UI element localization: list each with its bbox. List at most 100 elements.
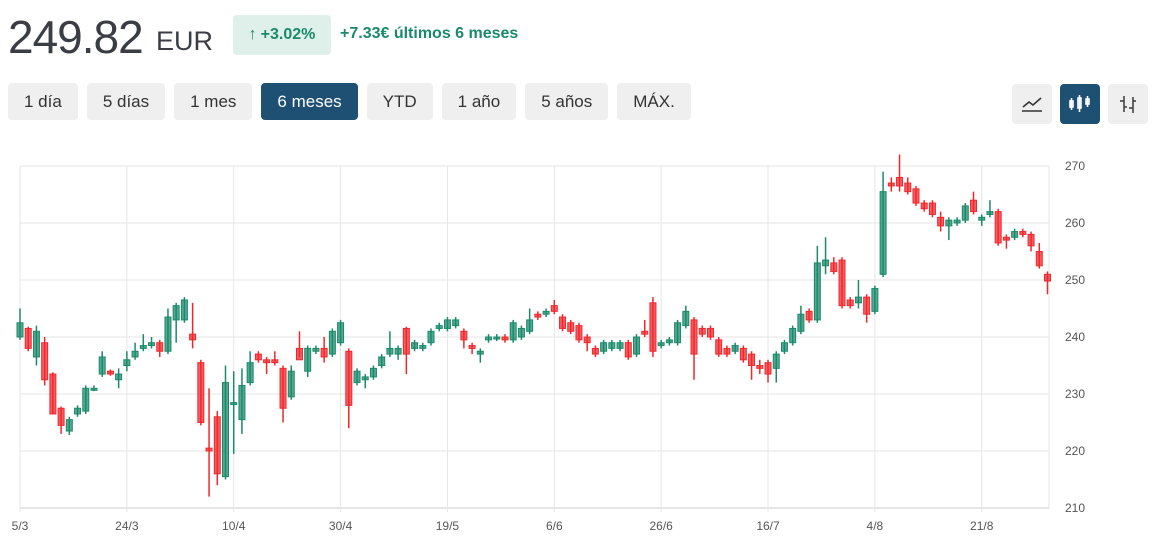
candle-body bbox=[789, 327, 797, 344]
candle-body bbox=[115, 373, 123, 381]
candle-body bbox=[485, 336, 493, 341]
candle-body bbox=[863, 296, 871, 315]
candle-body bbox=[476, 350, 484, 355]
candle-up bbox=[879, 171, 887, 278]
candle-body bbox=[550, 305, 558, 312]
candle-body bbox=[172, 305, 180, 321]
candle-up bbox=[616, 339, 624, 352]
candle-up bbox=[361, 374, 369, 389]
candle-up bbox=[945, 217, 953, 241]
candle-body bbox=[904, 182, 912, 193]
candle-down bbox=[1002, 234, 1010, 249]
candle-body bbox=[994, 211, 1002, 244]
candle-up bbox=[772, 351, 780, 383]
candle-body bbox=[468, 345, 476, 349]
candle-down bbox=[690, 317, 698, 380]
candle-up bbox=[427, 328, 435, 346]
candle-body bbox=[493, 336, 501, 340]
candle-body bbox=[361, 376, 369, 381]
candle-up bbox=[600, 339, 608, 355]
candle-up bbox=[98, 351, 106, 377]
line-chart-button[interactable] bbox=[1012, 84, 1052, 124]
y-tick-label: 260 bbox=[1065, 216, 1085, 230]
range-1-day-button[interactable]: 1 día bbox=[8, 83, 78, 120]
candle-body bbox=[74, 407, 82, 415]
candle-body bbox=[723, 347, 731, 355]
candle-down bbox=[830, 257, 838, 275]
range-1-year-button[interactable]: 1 año bbox=[441, 83, 517, 120]
candle-up bbox=[452, 317, 460, 329]
candle-body bbox=[542, 310, 550, 315]
candle-body bbox=[57, 407, 65, 426]
candle-down bbox=[748, 351, 756, 380]
candle-body bbox=[600, 342, 608, 352]
candle-body bbox=[1044, 273, 1051, 282]
candle-body bbox=[509, 322, 517, 341]
candle-up bbox=[813, 245, 821, 323]
candle-up bbox=[419, 342, 427, 352]
candle-body bbox=[665, 339, 673, 344]
range-ytd-button[interactable]: YTD bbox=[366, 83, 433, 120]
candle-down bbox=[49, 372, 57, 415]
candle-body bbox=[517, 327, 525, 338]
candle-body bbox=[394, 347, 402, 355]
candle-up bbox=[123, 351, 131, 372]
candle-up bbox=[246, 351, 254, 386]
candle-up bbox=[789, 325, 797, 346]
candlestick-chart-button[interactable] bbox=[1060, 84, 1100, 124]
range-1-month-button[interactable]: 1 mes bbox=[174, 83, 253, 120]
candle-body bbox=[90, 387, 98, 391]
candle-down bbox=[468, 342, 476, 355]
candle-body bbox=[641, 330, 649, 335]
candle-body bbox=[320, 347, 328, 358]
candle-up bbox=[394, 345, 402, 360]
candle-body bbox=[123, 359, 131, 366]
candle-up bbox=[312, 345, 320, 355]
candle-down bbox=[1035, 242, 1043, 269]
candle-down bbox=[624, 339, 632, 360]
candle-body bbox=[780, 342, 788, 352]
range-max-button[interactable]: MÁX. bbox=[617, 83, 691, 120]
ohlc-chart-button[interactable] bbox=[1108, 84, 1148, 124]
candle-body bbox=[254, 353, 262, 361]
candle-body bbox=[41, 342, 49, 381]
candle-up bbox=[674, 319, 682, 346]
candle-up bbox=[82, 385, 90, 414]
candle-up bbox=[608, 339, 616, 352]
candle-up bbox=[435, 322, 443, 332]
candle-body bbox=[197, 362, 205, 423]
candle-down bbox=[970, 191, 978, 215]
candle-body bbox=[854, 296, 862, 304]
candle-down bbox=[550, 299, 558, 315]
candle-down bbox=[706, 325, 714, 340]
candle-body bbox=[180, 299, 188, 321]
range-5-days-button[interactable]: 5 días bbox=[86, 83, 166, 120]
candle-up bbox=[164, 308, 172, 355]
candle-down bbox=[846, 297, 854, 309]
candle-body bbox=[591, 347, 599, 355]
candle-body bbox=[887, 182, 895, 187]
candle-down bbox=[41, 337, 49, 386]
candle-down bbox=[57, 406, 65, 434]
candle-down bbox=[271, 351, 279, 366]
candle-down bbox=[106, 369, 114, 376]
candle-body bbox=[1002, 236, 1010, 241]
x-tick-label: 6/6 bbox=[546, 519, 563, 533]
range-6-months-button[interactable]: 6 meses bbox=[261, 83, 358, 120]
candle-body bbox=[164, 316, 172, 352]
range-5-years-button[interactable]: 5 años bbox=[525, 83, 609, 120]
x-tick-label: 24/3 bbox=[115, 519, 139, 533]
candle-down bbox=[928, 200, 936, 218]
candle-body bbox=[879, 191, 887, 275]
candle-up bbox=[953, 217, 961, 226]
candle-body bbox=[633, 336, 640, 355]
candle-body bbox=[460, 330, 468, 341]
candle-body bbox=[419, 345, 427, 349]
candle-up bbox=[485, 334, 493, 343]
candle-down bbox=[756, 359, 764, 375]
candle-body bbox=[386, 347, 394, 355]
candle-down bbox=[904, 177, 912, 195]
candle-body bbox=[304, 347, 312, 372]
candle-body bbox=[295, 347, 303, 361]
